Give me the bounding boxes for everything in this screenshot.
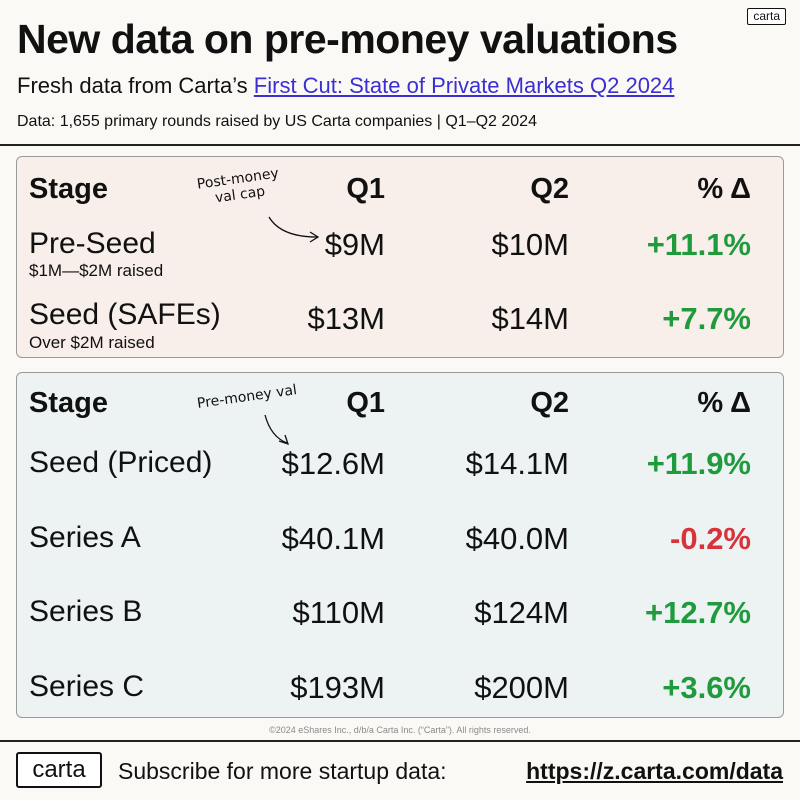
- brand-logo: carta: [747, 8, 786, 25]
- row-delta: +11.9%: [646, 446, 751, 481]
- pre-money-annotation: Pre-money val: [196, 382, 298, 412]
- post-money-annotation: Post-money val cap: [196, 165, 280, 207]
- row-q2: $14M: [491, 301, 569, 336]
- row-delta: -0.2%: [670, 521, 751, 556]
- report-link[interactable]: First Cut: State of Private Markets Q2 2…: [253, 73, 675, 98]
- q2-header: Q2: [530, 387, 569, 419]
- subtitle-prefix: Fresh data from Carta’s: [17, 73, 254, 98]
- copyright-notice: ©2024 eShares Inc., d/b/a Carta Inc. (“C…: [269, 725, 531, 735]
- row-q2: $200M: [474, 670, 569, 705]
- row-q2: $14.1M: [465, 446, 569, 481]
- row-stage: Series B: [29, 595, 143, 628]
- row-q2: $10M: [491, 227, 569, 262]
- row-q1: $40.1M: [281, 521, 385, 556]
- divider-bottom: [0, 740, 800, 742]
- stage-header: Stage: [29, 173, 108, 205]
- subscribe-text: Subscribe for more startup data:: [118, 758, 447, 784]
- safe-valuations-panel: Stage Q1 Q2 % Δ Post-money val cap Pre-S…: [16, 156, 784, 358]
- row-q1: $193M: [290, 670, 385, 705]
- row-q2: $40.0M: [465, 521, 569, 556]
- row-delta: +11.1%: [646, 227, 751, 262]
- row-note: $1M—$2M raised: [29, 261, 164, 280]
- subscribe-link[interactable]: https://z.carta.com/data: [526, 758, 783, 784]
- divider-top: [0, 144, 800, 146]
- row-delta: +12.7%: [644, 595, 751, 630]
- page-title: New data on pre-money valuations: [17, 16, 678, 62]
- row-stage: Seed (SAFEs): [29, 298, 221, 331]
- row-stage: Pre-Seed: [29, 227, 156, 260]
- footer-logo: carta: [16, 752, 102, 788]
- annotation-arrow: [264, 414, 290, 446]
- data-note: Data: 1,655 primary rounds raised by US …: [17, 113, 537, 130]
- stage-header: Stage: [29, 387, 108, 419]
- row-delta: +7.7%: [662, 301, 751, 336]
- row-stage: Series C: [29, 670, 145, 703]
- row-q1: $110M: [292, 595, 386, 630]
- row-q2: $124M: [474, 595, 569, 630]
- row-q1: $9M: [324, 227, 385, 262]
- q1-header: Q1: [346, 173, 385, 205]
- delta-header: % Δ: [697, 387, 751, 419]
- row-q1: $13M: [307, 301, 385, 336]
- q1-header: Q1: [346, 387, 385, 419]
- row-q1: $12.6M: [281, 446, 385, 481]
- q2-header: Q2: [530, 173, 569, 205]
- row-stage: Series A: [29, 521, 141, 554]
- priced-valuations-panel: Stage Q1 Q2 % Δ Pre-money val Seed (Pric…: [16, 372, 784, 718]
- row-note: Over $2M raised: [29, 333, 155, 352]
- annotation-arrow: [268, 216, 320, 243]
- subtitle: Fresh data from Carta’s First Cut: State…: [17, 73, 674, 99]
- row-delta: +3.6%: [662, 670, 751, 705]
- row-stage: Seed (Priced): [29, 446, 213, 479]
- delta-header: % Δ: [697, 173, 751, 205]
